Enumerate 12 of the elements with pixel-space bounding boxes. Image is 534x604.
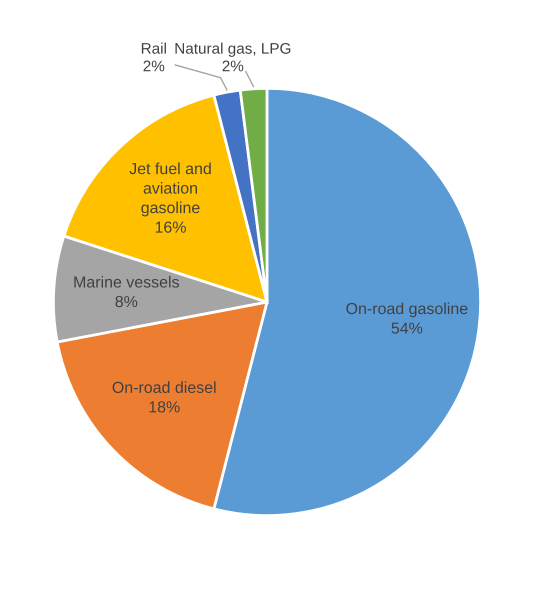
data-label: 16% [156,221,186,233]
data-label: 54% [392,322,422,334]
data-label: 2% [144,60,164,72]
data-label: 8% [115,296,138,308]
slice-label: Marine vessels [74,276,179,288]
data-label: 2% [222,60,244,72]
slice-label: Natural gas, LPG [175,42,290,57]
data-label: 18% [149,401,180,413]
slice-label: On-road diesel [112,381,216,394]
slice-label: Jet fuel and aviation gasoline [129,162,211,216]
slice-label: On-road gasoline [346,302,468,318]
slice-label: Rail [142,42,166,54]
